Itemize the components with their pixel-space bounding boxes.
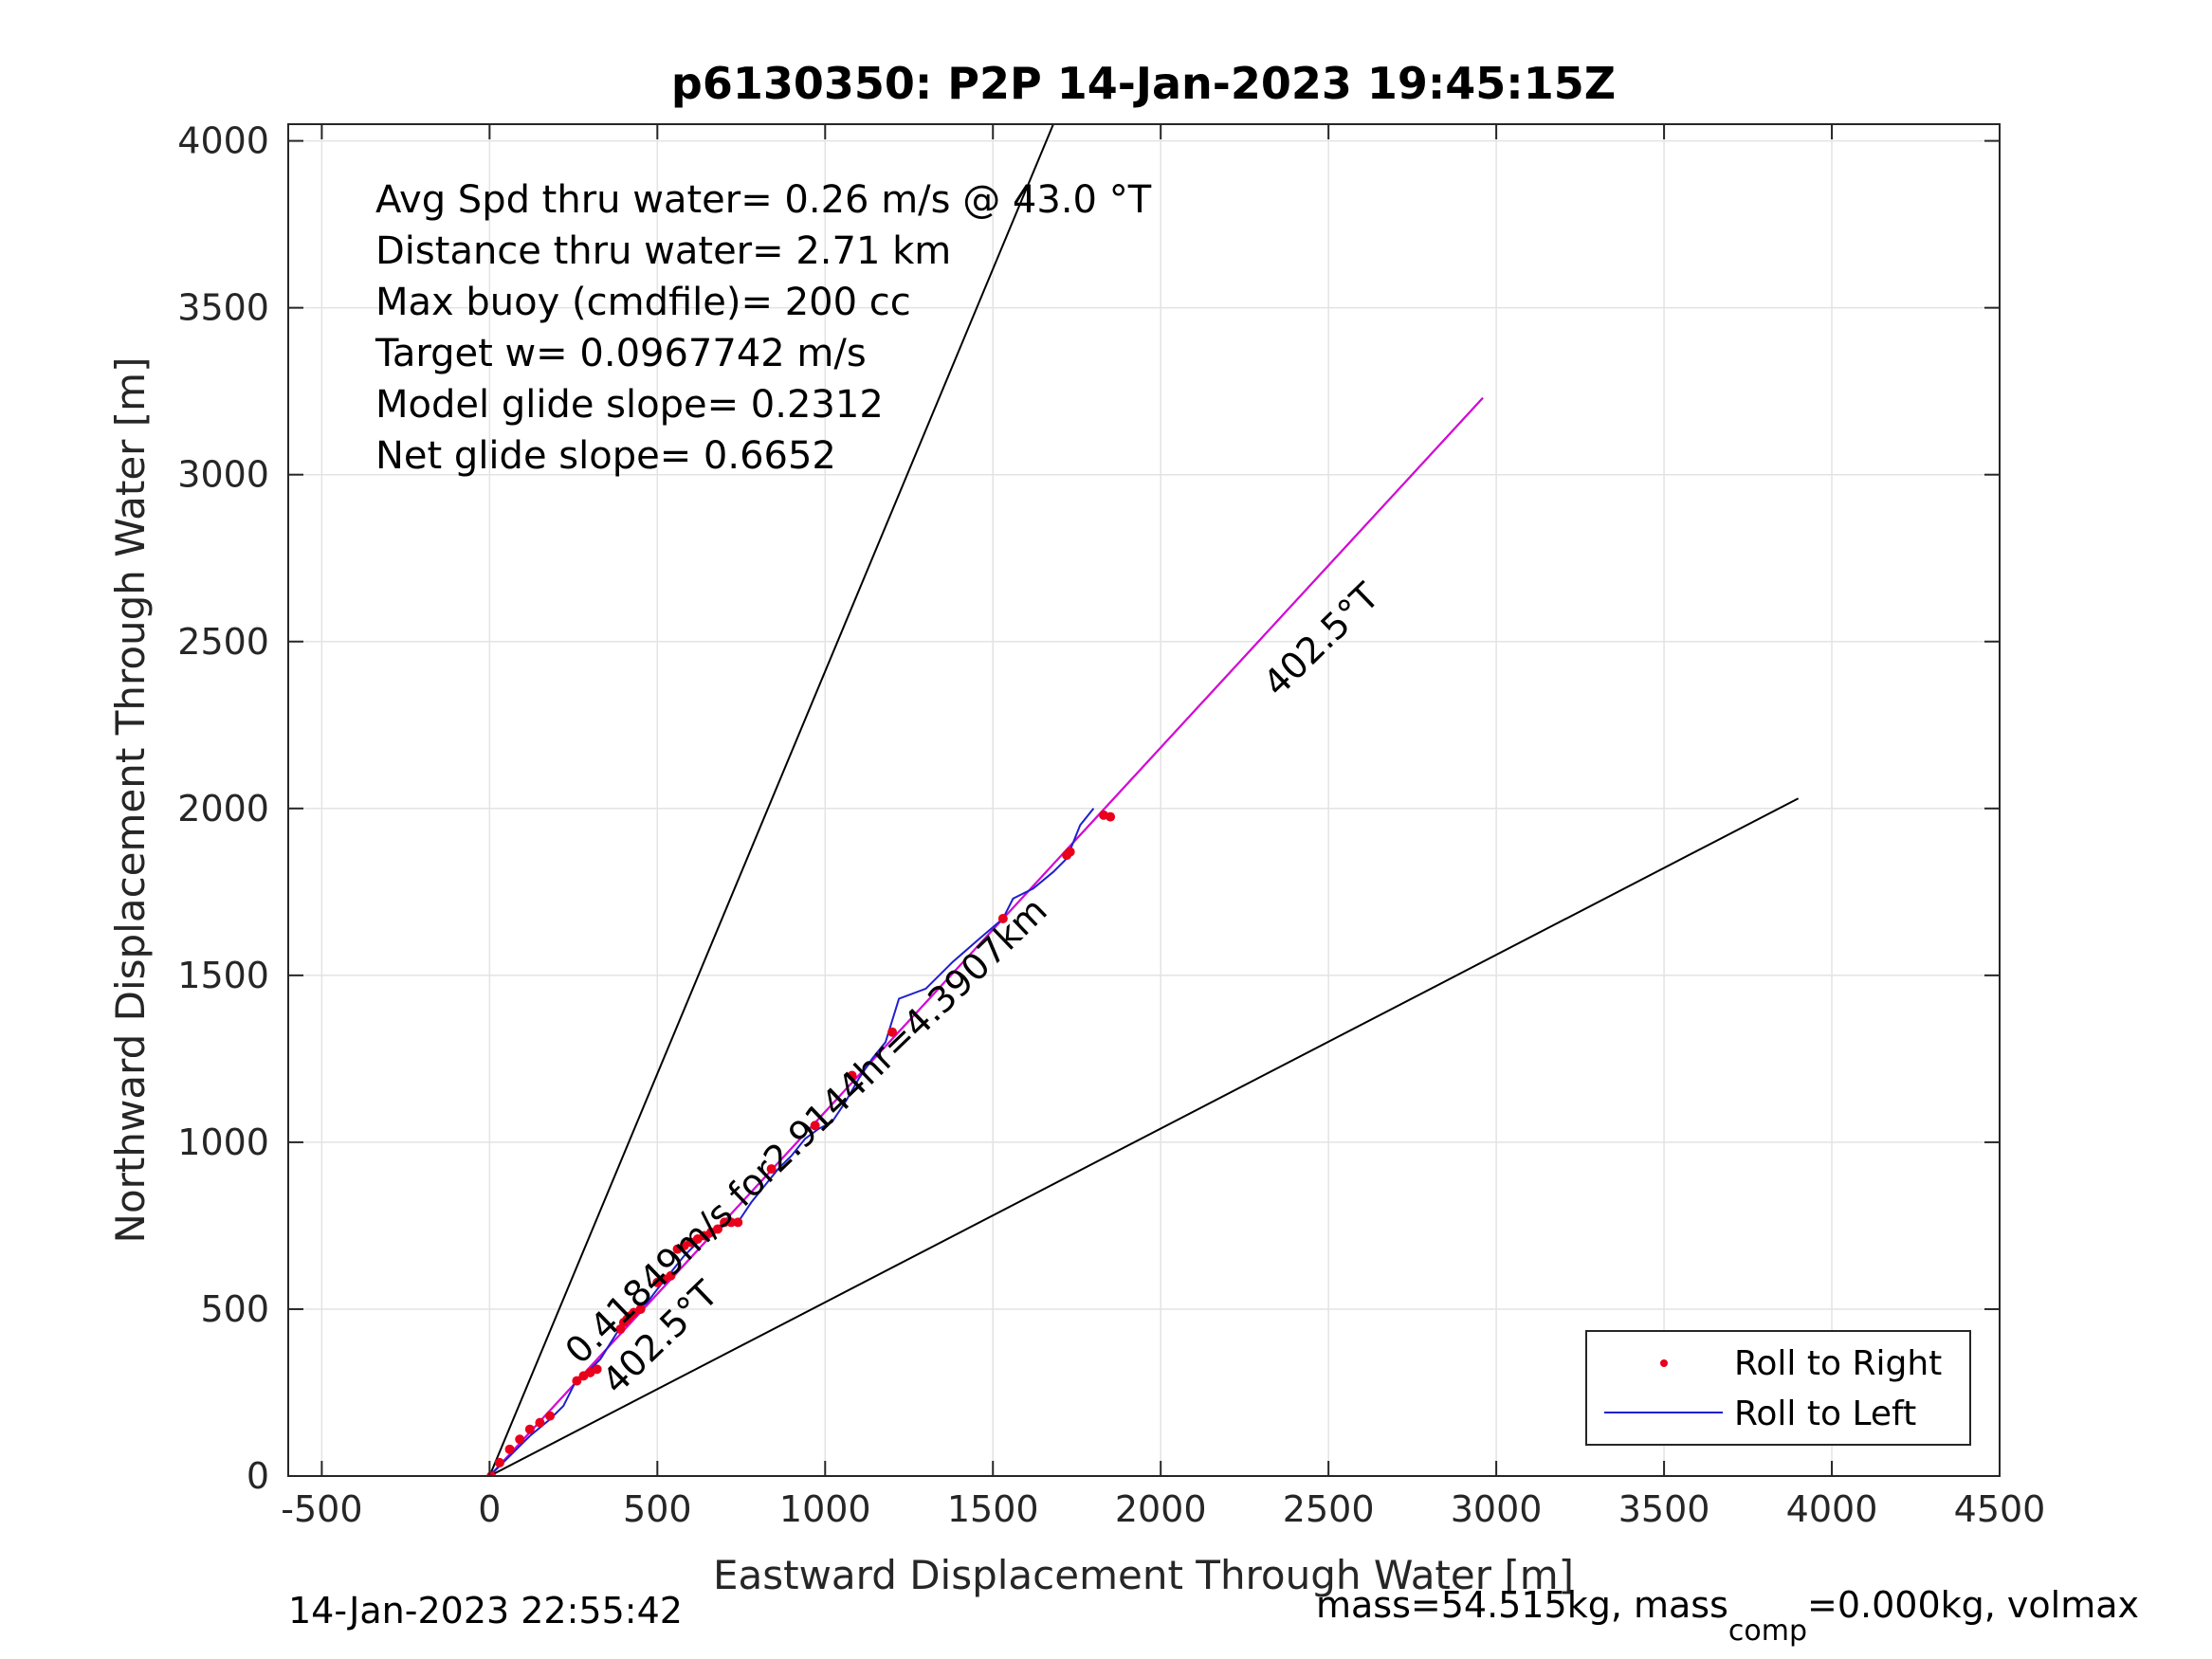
x-tick-label: 2500 bbox=[1283, 1488, 1375, 1530]
point-roll-to-right bbox=[505, 1445, 515, 1454]
legend-label-roll-right: Roll to Right bbox=[1734, 1344, 1942, 1383]
x-tick-label: 3500 bbox=[1618, 1488, 1710, 1530]
x-tick-label: 2000 bbox=[1115, 1488, 1207, 1530]
footer-timestamp: 14-Jan-2023 22:55:42 bbox=[288, 1590, 683, 1632]
point-roll-to-right bbox=[525, 1425, 535, 1434]
x-tick-label: 0 bbox=[478, 1488, 501, 1530]
point-roll-to-right bbox=[1066, 848, 1075, 857]
info-line: Model glide slope= 0.2312 bbox=[375, 383, 884, 427]
info-line: Target w= 0.0967742 m/s bbox=[375, 332, 867, 375]
x-tick-label: 1000 bbox=[779, 1488, 871, 1530]
x-tick-label: 1500 bbox=[947, 1488, 1039, 1530]
y-tick-label: 0 bbox=[247, 1455, 269, 1497]
y-tick-label: 4000 bbox=[177, 120, 269, 162]
y-tick-label: 1500 bbox=[177, 955, 269, 996]
info-line: Distance thru water= 2.71 km bbox=[375, 229, 951, 273]
footer-mass-part2: =0.000kg, volmax bbox=[1807, 1584, 2139, 1626]
point-roll-to-right bbox=[515, 1434, 524, 1444]
point-roll-to-right bbox=[535, 1418, 544, 1428]
point-roll-to-right bbox=[1106, 812, 1115, 822]
legend-marker-roll-right bbox=[1660, 1359, 1668, 1367]
info-line: Net glide slope= 0.6652 bbox=[375, 434, 836, 478]
y-tick-label: 2000 bbox=[177, 788, 269, 830]
x-tick-label: 3000 bbox=[1451, 1488, 1543, 1530]
y-tick-label: 500 bbox=[200, 1288, 269, 1330]
footer-mass-part1: mass=54.515kg, mass bbox=[1316, 1584, 1728, 1626]
y-tick-label: 1000 bbox=[177, 1121, 269, 1163]
info-line: Avg Spd thru water= 0.26 m/s @ 43.0 °T bbox=[375, 178, 1152, 222]
y-tick-label: 3000 bbox=[177, 454, 269, 496]
info-line: Max buoy (cmdfile)= 200 cc bbox=[375, 281, 911, 324]
chart-title: p6130350: P2P 14-Jan-2023 19:45:15Z bbox=[671, 58, 1616, 109]
y-tick-label: 2500 bbox=[177, 621, 269, 663]
x-tick-label: -500 bbox=[281, 1488, 362, 1530]
x-tick-label: 4000 bbox=[1786, 1488, 1878, 1530]
y-tick-label: 3500 bbox=[177, 287, 269, 329]
y-axis-label: Northward Displacement Through Water [m] bbox=[107, 357, 154, 1244]
point-roll-to-right bbox=[495, 1458, 504, 1468]
x-tick-label: 4500 bbox=[1954, 1488, 2046, 1530]
legend-label-roll-left: Roll to Left bbox=[1734, 1395, 1916, 1433]
legend: Roll to Right Roll to Left bbox=[1586, 1331, 1970, 1445]
footer-mass-subscript: comp bbox=[1728, 1614, 1807, 1648]
x-tick-label: 500 bbox=[623, 1488, 692, 1530]
point-roll-to-right bbox=[545, 1412, 555, 1421]
